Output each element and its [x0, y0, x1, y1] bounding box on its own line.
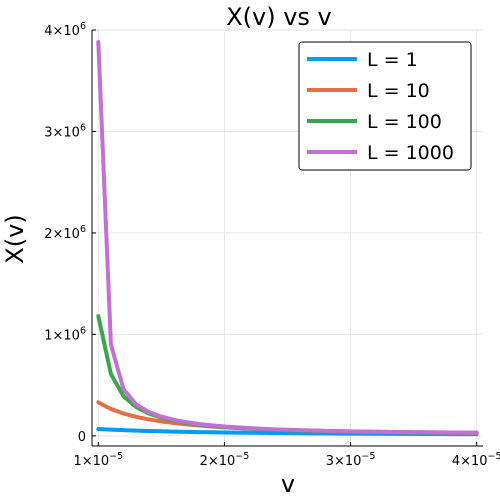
legend-label-4: L = 1000 — [367, 142, 454, 164]
legend-label-1: L = 1 — [367, 49, 418, 71]
y-tick-label: 1×106 — [44, 325, 86, 343]
y-tick-label: 0 — [78, 430, 86, 445]
legend-box — [298, 41, 472, 171]
chart-title: X(v) vs v — [226, 3, 332, 31]
x-tick-label: 1×10−5 — [73, 451, 123, 469]
x-tick-label: 3×10−5 — [326, 451, 376, 469]
y-axis-label: X(v) — [1, 214, 29, 263]
x-tick-label: 2×10−5 — [200, 451, 250, 469]
y-tick-label: 3×106 — [44, 122, 86, 140]
y-tick-label: 4×106 — [44, 21, 86, 39]
legend-label-2: L = 10 — [367, 80, 430, 102]
x-tick-label: 4×10−5 — [452, 451, 500, 469]
legend-label-3: L = 100 — [367, 111, 442, 133]
axes — [91, 29, 483, 447]
x-axis-label: v — [281, 470, 295, 498]
plot-series — [96, 40, 479, 437]
series-line-4 — [96, 40, 479, 435]
tick-labels: 1×10−5 2×10−5 3×10−5 4×10−5 0 1×106 2×106 3×106… — [44, 21, 500, 469]
y-tick-label: 2×106 — [44, 224, 86, 242]
legend: L = 1 L = 10 L = 100 L = 1000 — [298, 41, 472, 171]
